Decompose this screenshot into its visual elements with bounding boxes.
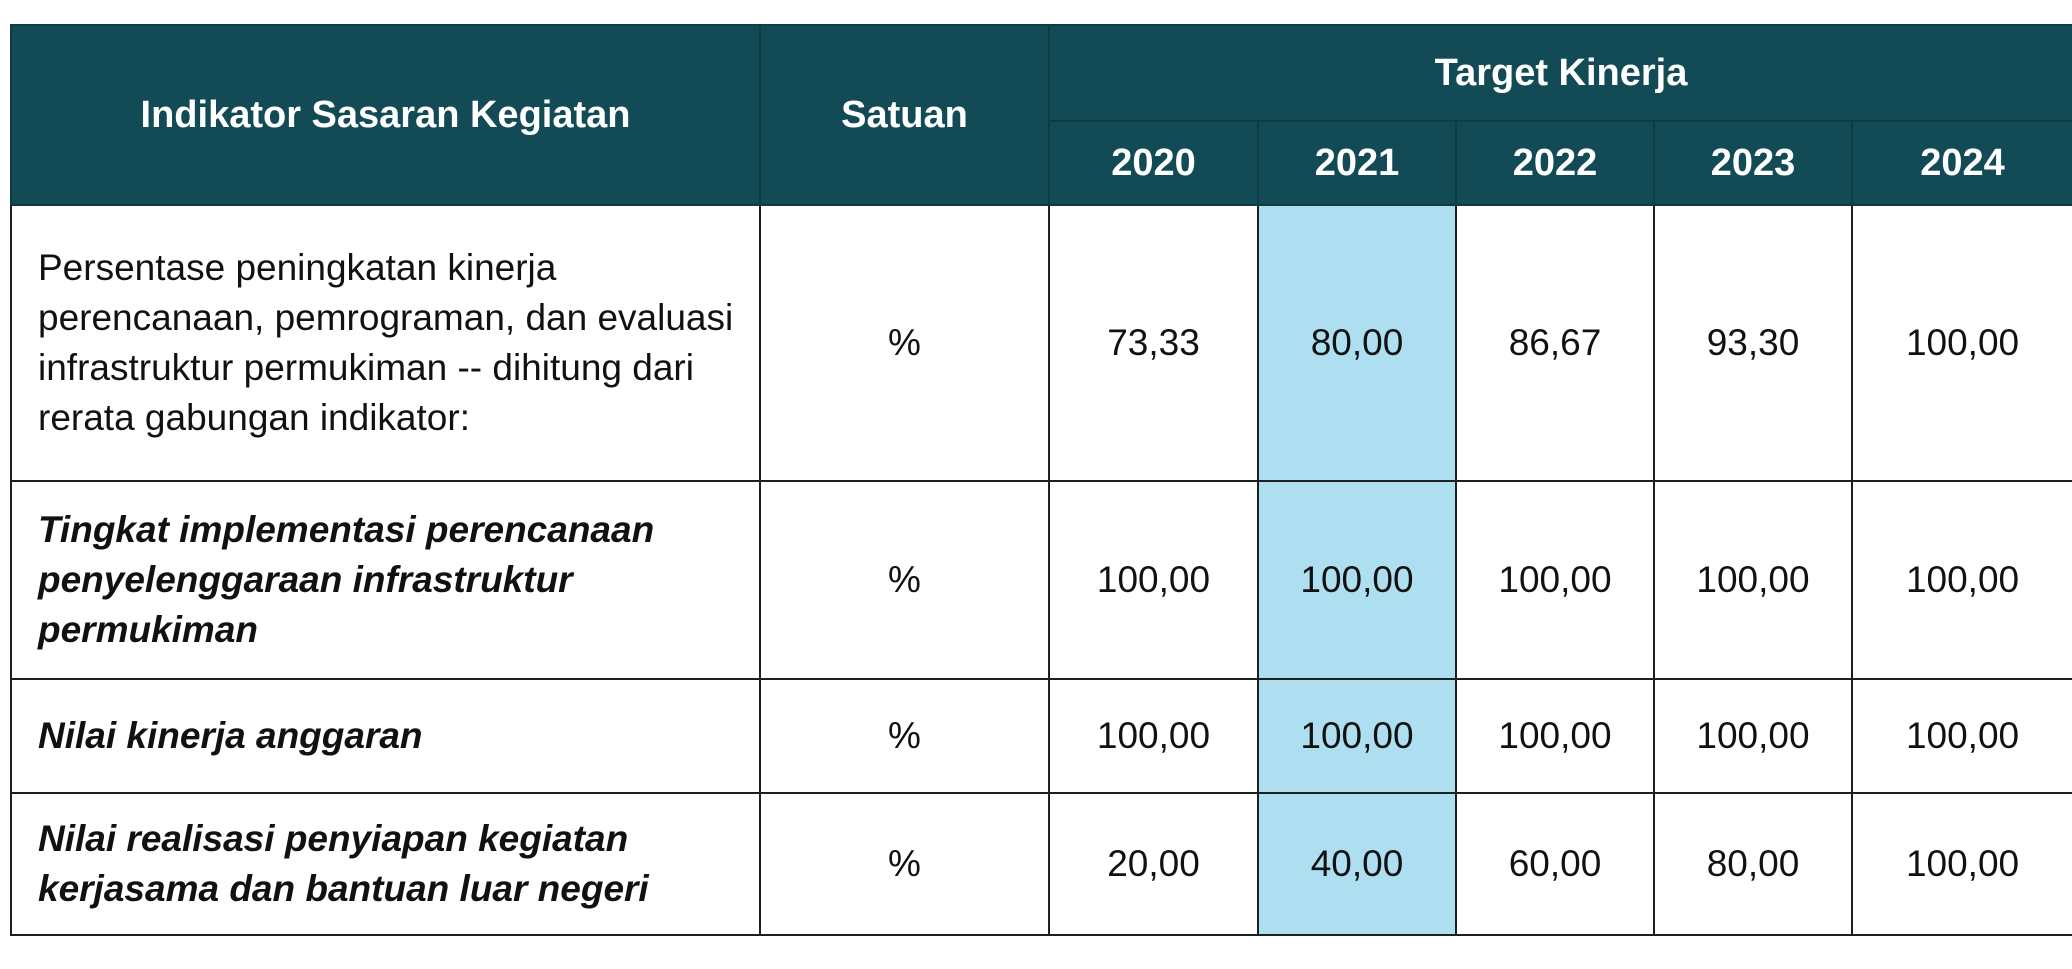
target-kinerja-table: Indikator Sasaran Kegiatan Satuan Target… (10, 24, 2072, 936)
row-satuan: % (759, 480, 1050, 680)
row-indikator: Nilai realisasi penyiapan kegiatan kerja… (10, 792, 761, 936)
value-2024: 100,00 (1850, 792, 2072, 936)
table-row: Nilai realisasi penyiapan kegiatan kerja… (10, 792, 2072, 936)
header-year-2022: 2022 (1455, 120, 1655, 206)
value-2024: 100,00 (1850, 204, 2072, 482)
value-2021: 80,00 (1257, 204, 1457, 482)
table-row: Nilai kinerja anggaran % 100,00 100,00 1… (10, 678, 2072, 794)
header-year-2020: 2020 (1048, 120, 1259, 206)
value-2022: 100,00 (1455, 678, 1655, 794)
row-indikator: Persentase peningkatan kinerja perencana… (10, 204, 761, 482)
value-2023: 80,00 (1653, 792, 1853, 936)
value-2023: 93,30 (1653, 204, 1853, 482)
value-2021: 40,00 (1257, 792, 1457, 936)
table-row: Persentase peningkatan kinerja perencana… (10, 204, 2072, 482)
value-2021: 100,00 (1257, 480, 1457, 680)
header-satuan: Satuan (759, 24, 1050, 206)
value-2024: 100,00 (1850, 678, 2072, 794)
row-satuan: % (759, 678, 1050, 794)
value-2021: 100,00 (1257, 678, 1457, 794)
table-header: Indikator Sasaran Kegiatan Satuan Target… (10, 24, 2072, 206)
row-satuan: % (759, 792, 1050, 936)
header-target-kinerja: Target Kinerja (1047, 24, 2072, 122)
value-2020: 100,00 (1048, 678, 1259, 794)
value-2022: 100,00 (1455, 480, 1655, 680)
value-2022: 86,67 (1455, 204, 1655, 482)
value-2022: 60,00 (1455, 792, 1655, 936)
value-2024: 100,00 (1850, 480, 2072, 680)
value-2023: 100,00 (1653, 480, 1853, 680)
row-indikator: Tingkat implementasi perencanaan penyele… (10, 480, 761, 680)
header-year-2023: 2023 (1653, 120, 1853, 206)
header-year-2021: 2021 (1257, 120, 1457, 206)
table-row: Tingkat implementasi perencanaan penyele… (10, 480, 2072, 680)
header-year-2024: 2024 (1850, 120, 2072, 206)
header-indikator: Indikator Sasaran Kegiatan (10, 24, 761, 206)
row-indikator: Nilai kinerja anggaran (10, 678, 761, 794)
table-body: Persentase peningkatan kinerja perencana… (10, 204, 2072, 936)
row-satuan: % (759, 204, 1050, 482)
value-2020: 20,00 (1048, 792, 1259, 936)
value-2020: 73,33 (1048, 204, 1259, 482)
value-2023: 100,00 (1653, 678, 1853, 794)
value-2020: 100,00 (1048, 480, 1259, 680)
